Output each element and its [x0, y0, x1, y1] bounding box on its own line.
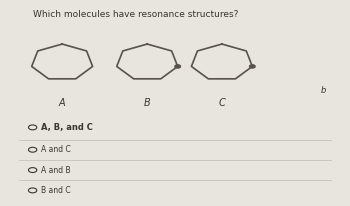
- Text: A, B, and C: A, B, and C: [41, 123, 93, 132]
- Text: A and C: A and C: [41, 145, 71, 154]
- Text: A and B: A and B: [41, 166, 71, 174]
- Text: Which molecules have resonance structures?: Which molecules have resonance structure…: [33, 9, 238, 19]
- Circle shape: [175, 65, 181, 68]
- Circle shape: [250, 65, 255, 68]
- Text: C: C: [218, 98, 225, 108]
- Text: b: b: [321, 86, 326, 95]
- Text: A: A: [59, 98, 65, 108]
- Text: B and C: B and C: [41, 186, 71, 195]
- Text: B: B: [144, 98, 150, 108]
